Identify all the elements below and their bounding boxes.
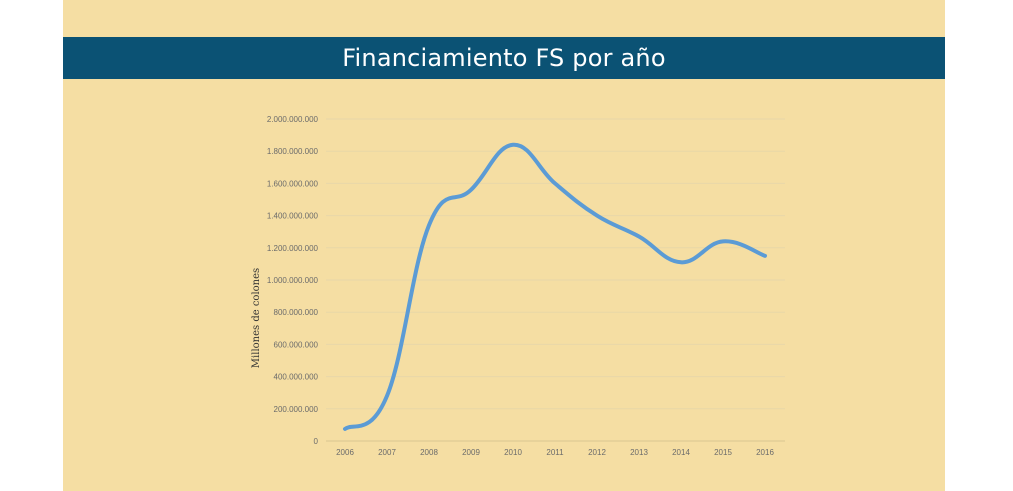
- y-tick-label: 2.000.000.000: [267, 115, 319, 124]
- x-tick-label: 2014: [672, 448, 690, 457]
- y-tick-label: 1.000.000.000: [267, 276, 319, 285]
- x-axis-ticks: 2006 2007 2008 2009 2010 2011 2012 2013 2014 2015…: [336, 448, 774, 457]
- series-layer: [343, 142, 767, 431]
- x-tick-label: 2007: [378, 448, 396, 457]
- x-tick-label: 2010: [504, 448, 522, 457]
- y-tick-label: 800.000.000: [274, 308, 319, 317]
- y-tick-label: 1.800.000.000: [267, 147, 319, 156]
- y-tick-label: 0: [314, 437, 319, 446]
- x-tick-label: 2016: [756, 448, 774, 457]
- x-tick-label: 2009: [462, 448, 480, 457]
- y-tick-label: 200.000.000: [274, 405, 319, 414]
- title-bar: Financiamiento FS por año: [63, 37, 945, 79]
- series-line: [343, 142, 767, 431]
- x-tick-label: 2006: [336, 448, 354, 457]
- x-tick-label: 2012: [588, 448, 606, 457]
- x-tick-label: 2011: [546, 448, 564, 457]
- y-tick-label: 1.600.000.000: [267, 179, 319, 188]
- y-axis-ticks: 0 200.000.000 400.000.000 600.000.000 800.00…: [267, 115, 319, 446]
- y-tick-label: 1.400.000.000: [267, 212, 319, 221]
- x-tick-label: 2008: [420, 448, 438, 457]
- x-tick-label: 2015: [714, 448, 732, 457]
- page-title: Financiamiento FS por año: [342, 44, 666, 72]
- x-tick-label: 2013: [630, 448, 648, 457]
- y-tick-label: 400.000.000: [274, 373, 319, 382]
- grid-lines: [326, 118, 785, 442]
- y-tick-label: 1.200.000.000: [267, 244, 319, 253]
- y-tick-label: 600.000.000: [274, 340, 319, 349]
- y-axis-label: Millones de colones: [251, 268, 262, 368]
